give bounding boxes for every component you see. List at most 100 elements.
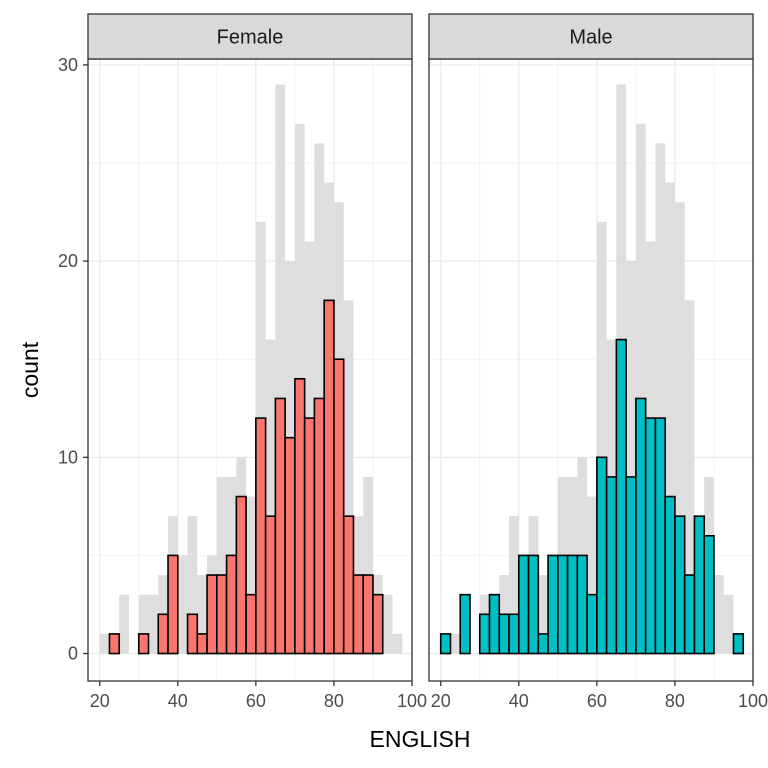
bar-male [596, 456, 608, 655]
bar-female [342, 515, 355, 655]
background-bar [723, 594, 734, 654]
bar-female [206, 574, 218, 655]
background-bar [265, 339, 276, 654]
background-bar [382, 594, 393, 654]
background-bar [674, 202, 685, 654]
background-bar [713, 575, 724, 654]
bar-male [488, 593, 501, 655]
bar-female [323, 299, 335, 655]
bar-female [167, 554, 179, 655]
bar-male [693, 515, 706, 655]
bar-female [352, 574, 365, 655]
background-bar [177, 555, 188, 654]
x-tick-label: 100 [397, 691, 427, 711]
bar-female [255, 417, 267, 655]
bar-male [683, 574, 696, 655]
background-bar [626, 261, 636, 654]
facet-label: Female [217, 27, 284, 49]
x-tick-label: 20 [431, 691, 451, 711]
background-bar [665, 182, 675, 654]
bar-female [303, 417, 316, 655]
bar-male [586, 593, 598, 655]
y-tick-label: 20 [58, 251, 78, 271]
bar-male [576, 554, 588, 655]
background-bar [343, 300, 354, 654]
bar-female [284, 436, 296, 655]
background-bar [587, 496, 597, 654]
bar-female [196, 633, 208, 655]
bar-female [225, 554, 238, 655]
background-bar [363, 476, 373, 654]
x-tick-label: 60 [587, 691, 607, 711]
bar-female [362, 574, 374, 655]
facet-strip [428, 13, 754, 60]
bar-male [498, 613, 510, 655]
x-tick-label: 60 [246, 691, 266, 711]
bar-male [527, 554, 540, 655]
bar-male [508, 613, 520, 655]
bar-male [566, 554, 579, 655]
background-bar [538, 575, 549, 654]
bar-female [274, 397, 286, 655]
bar-female [294, 378, 306, 655]
panel-female: Female 20 40 60 80 100 [87, 13, 427, 711]
bar-male [459, 593, 471, 655]
facet-strip [87, 13, 413, 60]
background-bar [216, 476, 227, 654]
bar-male [517, 554, 530, 655]
x-tick-label: 40 [168, 691, 188, 711]
background-bar [655, 143, 666, 654]
bar-male [605, 476, 618, 655]
y-tick-label: 10 [58, 447, 78, 467]
bar-female [137, 633, 150, 655]
background-bar [684, 300, 695, 654]
bar-male [654, 417, 666, 655]
bar-female [245, 593, 257, 655]
bar-male [674, 515, 686, 655]
background-bar [509, 516, 519, 654]
bar-female [372, 593, 384, 655]
background-bar [187, 516, 198, 654]
background-bar [246, 496, 256, 654]
y-axis-title: count [17, 341, 43, 398]
bar-male [537, 633, 549, 655]
bar-female [333, 358, 345, 655]
background-bar [392, 633, 403, 654]
background-bar [99, 633, 110, 654]
bar-male [625, 476, 637, 655]
bar-male [644, 417, 657, 655]
bar-female [108, 633, 121, 655]
bar-male [635, 397, 647, 655]
background-bar [275, 84, 286, 654]
background-bar [119, 594, 129, 654]
bar-female [313, 397, 325, 655]
bar-male [664, 495, 676, 655]
bar-male [615, 338, 627, 655]
facet-label: Male [569, 27, 612, 49]
bar-male [732, 633, 745, 655]
background-bar [450, 633, 461, 654]
background-bar [138, 594, 149, 654]
x-tick-label: 40 [509, 691, 529, 711]
y-tick-label: 0 [68, 644, 78, 664]
background-bar [197, 575, 208, 654]
x-tick-label: 20 [90, 691, 110, 711]
bar-male [478, 613, 491, 655]
bar-female [235, 495, 247, 655]
bar-female [216, 574, 228, 655]
bar-female [186, 613, 199, 655]
bar-female [264, 515, 277, 655]
bar-male [703, 535, 715, 655]
x-tick-label: 80 [665, 691, 685, 711]
x-axis-title: ENGLISH [370, 726, 471, 752]
bar-female [157, 613, 169, 655]
background-bar [635, 123, 646, 654]
background-bar [596, 221, 607, 654]
x-tick-label: 80 [324, 691, 344, 711]
y-tick-label: 30 [58, 55, 78, 75]
bar-male [557, 554, 569, 655]
bar-male [547, 554, 559, 655]
background-bar [148, 594, 159, 654]
bar-male [439, 633, 452, 655]
